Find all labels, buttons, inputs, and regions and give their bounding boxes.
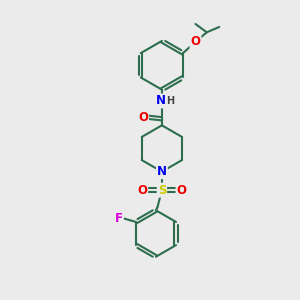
- Text: O: O: [176, 184, 187, 196]
- Text: O: O: [190, 35, 200, 48]
- Text: O: O: [137, 184, 147, 196]
- Text: N: N: [157, 165, 167, 178]
- Text: S: S: [158, 184, 166, 196]
- Text: N: N: [155, 94, 165, 107]
- Text: H: H: [166, 96, 174, 106]
- Text: F: F: [115, 212, 123, 225]
- Text: O: O: [138, 111, 148, 124]
